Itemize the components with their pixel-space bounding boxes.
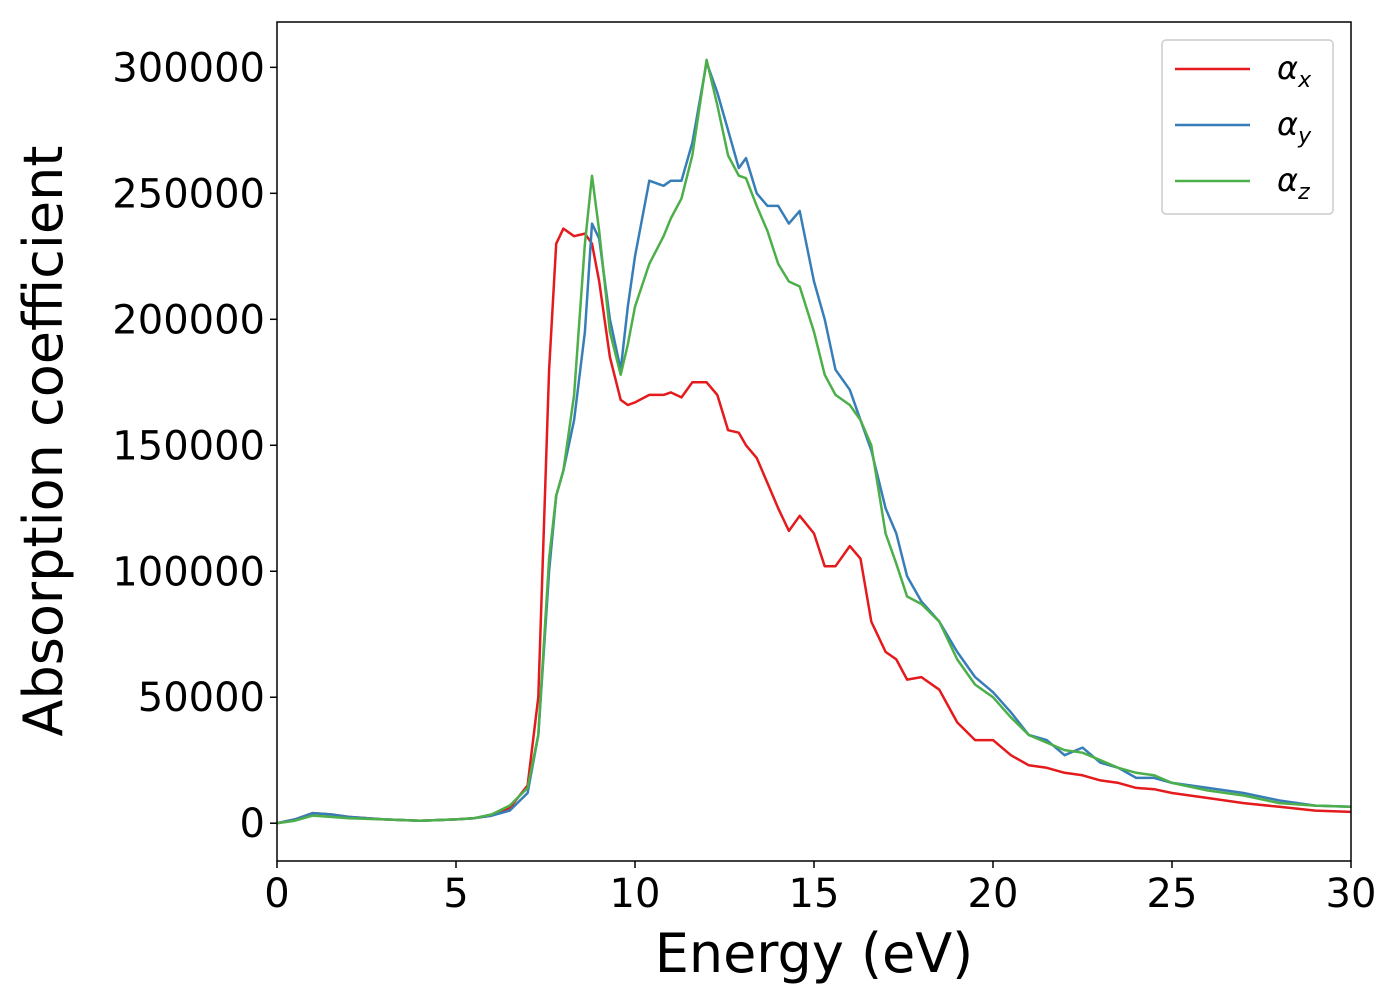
x-tick-label: 5 [443,871,468,917]
y-tick-label: 300000 [112,45,265,91]
plot-frame [276,21,1352,862]
legend-label: αz [1277,161,1310,205]
x-tick-label: 25 [1147,871,1198,917]
x-tick-label: 10 [610,871,661,917]
y-tick-label: 100000 [112,549,265,595]
y-axis-label: Absorption coefficient [12,146,75,737]
legend-box [1161,39,1334,215]
y-tick-label: 200000 [112,297,265,343]
legend-label: αy [1277,105,1312,149]
legend-label: αx [1277,49,1312,93]
line-series [276,227,1352,825]
y-tick-label: 0 [240,801,265,847]
y-tick-label: 50000 [138,675,265,721]
x-tick-label: 15 [789,871,840,917]
x-tick-label: 30 [1326,871,1377,917]
y-tick-label: 250000 [112,171,265,217]
x-tick-label: 20 [968,871,1019,917]
x-axis-label: Energy (eV) [655,922,974,985]
y-tick-label: 150000 [112,423,265,469]
legend: αx αy αz [1161,39,1334,215]
x-tick-label: 0 [264,871,289,917]
line-series [276,58,1352,825]
